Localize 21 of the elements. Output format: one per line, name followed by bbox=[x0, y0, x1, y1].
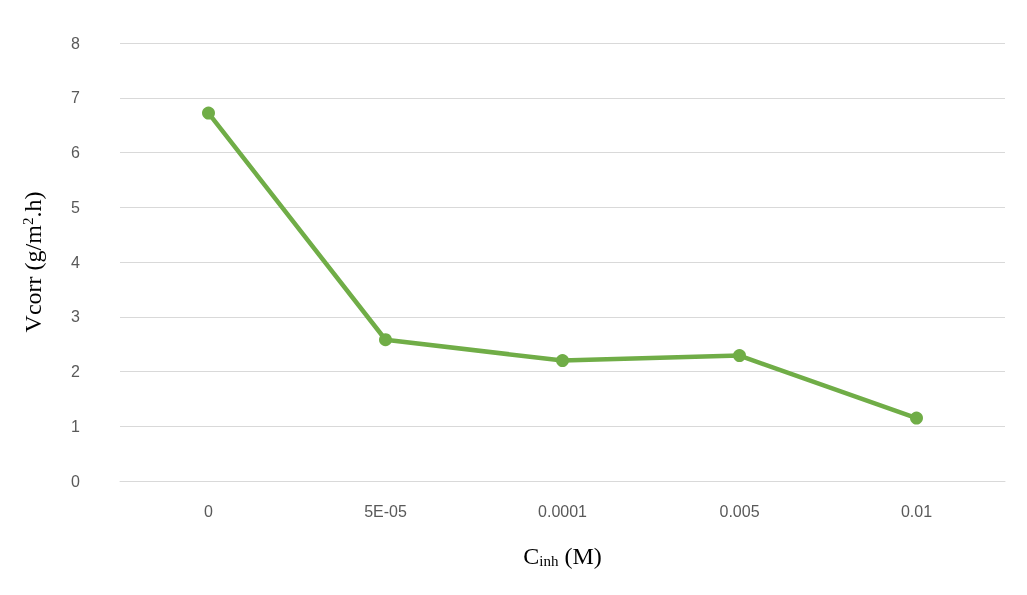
y-tick-label: 5 bbox=[71, 198, 81, 216]
y-tick-label: 6 bbox=[71, 144, 81, 161]
point bbox=[379, 333, 392, 347]
x-tick-label: 0.01 bbox=[900, 502, 933, 520]
y-tick-label: 7 bbox=[71, 89, 81, 107]
y-tick-label: 4 bbox=[71, 253, 81, 271]
x-tick-label: 0.005 bbox=[719, 502, 760, 520]
x-tick-label: 0.0001 bbox=[538, 502, 588, 520]
x-tick-label: 0 bbox=[204, 502, 214, 520]
y-axis-title: Vcorr (g/m2.h) bbox=[19, 191, 46, 333]
y-tick-label: 0 bbox=[71, 472, 81, 490]
y-tick-label: 8 bbox=[71, 34, 81, 52]
point bbox=[556, 354, 569, 368]
x-tick-label: 5E-05 bbox=[364, 502, 407, 520]
y-tick-label: 3 bbox=[71, 308, 81, 326]
x-axis-title: Cinh (M) bbox=[523, 542, 602, 569]
y-tick-label: 1 bbox=[71, 417, 81, 435]
point bbox=[202, 106, 215, 120]
point bbox=[910, 411, 923, 425]
point bbox=[733, 349, 746, 363]
y-tick-label: 2 bbox=[71, 363, 81, 380]
